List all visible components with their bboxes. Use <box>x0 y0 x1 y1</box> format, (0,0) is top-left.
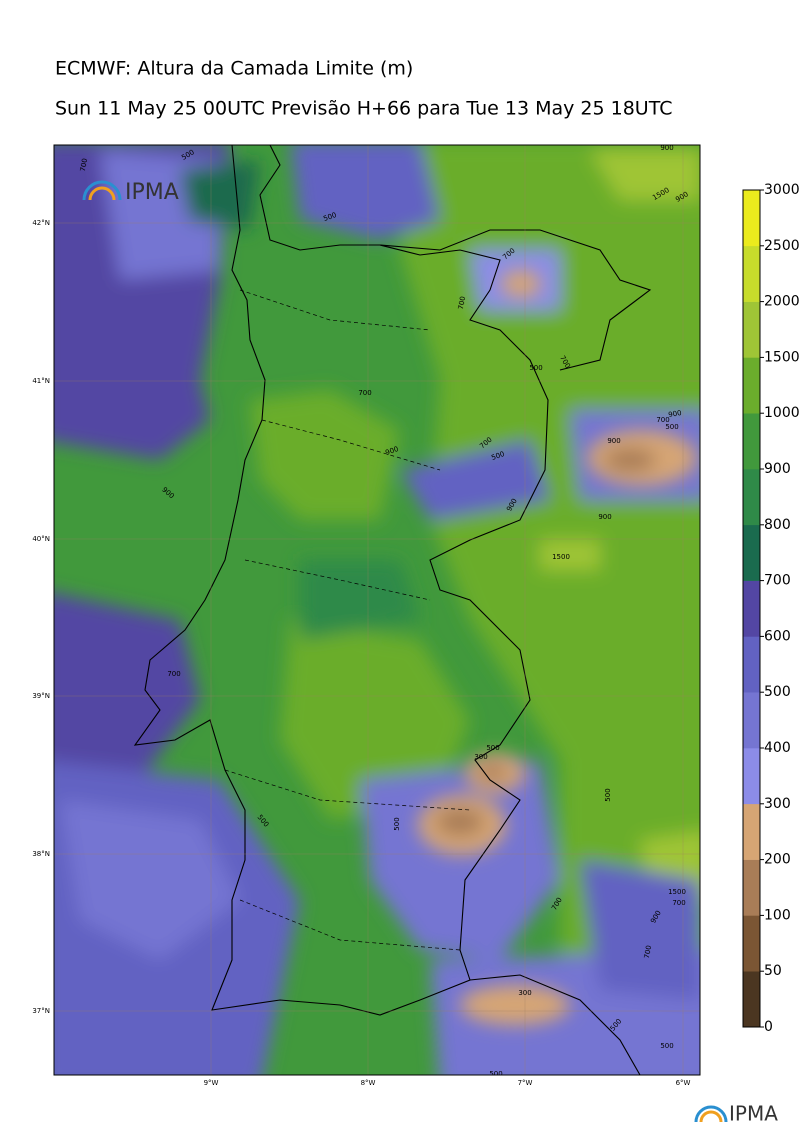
map-logo-text: IPMA <box>125 180 179 205</box>
contour-label: 500 <box>529 364 542 372</box>
axis-labels: 42°N 41°N 40°N 39°N 38°N 37°N 9°W 8°W 7°W 6°W <box>32 219 690 1087</box>
colorbar-segment <box>743 636 760 693</box>
colorbar-segment <box>743 413 760 470</box>
contour-label: 500 <box>660 1042 673 1050</box>
colorbar-label: 500 <box>764 684 791 700</box>
colorbar-segment <box>743 524 760 581</box>
graticule <box>54 145 700 1075</box>
colorbar-label: 200 <box>764 852 791 868</box>
contour-label: 500 <box>489 1070 502 1078</box>
contour-label: 700 <box>358 389 371 397</box>
colorbar-frame <box>742 189 761 1028</box>
colorbar-label: 1500 <box>764 349 800 365</box>
colorbar-label: 300 <box>764 796 791 812</box>
contour-label: 700 <box>457 296 467 311</box>
colorbar-label: 100 <box>764 907 791 923</box>
colorbar-label: 1000 <box>764 405 800 421</box>
colorbar-label: 2000 <box>764 294 800 310</box>
map-logo: IPMA <box>82 180 179 205</box>
contour-label: 900 <box>607 437 620 445</box>
colorbar-label: 600 <box>764 628 791 644</box>
colorbar-label: 800 <box>764 517 791 533</box>
colorbar-label: 50 <box>764 963 782 979</box>
lon-label: 7°W <box>518 1079 533 1087</box>
contour-label: 900 <box>660 144 673 152</box>
colorbar-label: 900 <box>764 461 791 477</box>
lon-label: 8°W <box>361 1079 376 1087</box>
map-frame <box>53 144 701 1076</box>
district-borders <box>224 289 471 951</box>
lat-label: 39°N <box>32 692 50 700</box>
lat-label: 41°N <box>32 377 50 385</box>
field <box>54 145 700 1075</box>
colorbar-segment <box>743 580 760 637</box>
colorbar-segment <box>743 692 760 749</box>
colorbar-label: 3000 <box>764 182 800 198</box>
contour-label: 300 <box>474 753 487 761</box>
lat-label: 40°N <box>32 535 50 543</box>
colorbar-segment <box>743 469 760 526</box>
contour-label: 700 <box>167 670 180 678</box>
coastline <box>133 145 549 1016</box>
contour-label: 500 <box>486 744 499 752</box>
contour-label: 1500 <box>668 888 686 896</box>
subtitle: Sun 11 May 25 00UTC Previsão H+66 para T… <box>55 98 672 120</box>
contour-label: 700 <box>672 899 685 907</box>
colorbar-segment <box>743 357 760 414</box>
colorbar-segment <box>743 859 760 916</box>
colorbar-label: 2500 <box>764 238 800 254</box>
footer-logo: IPMA <box>694 1102 778 1126</box>
contour-label: 700 <box>643 945 653 960</box>
contour-label: 500 <box>604 788 612 801</box>
colorbar-segment <box>743 190 760 247</box>
colorbar-segment <box>743 915 760 972</box>
colorbar-segment <box>743 971 760 1028</box>
colorbar-segment <box>743 748 760 805</box>
colorbar-label: 0 <box>764 1019 773 1035</box>
colorbar-segment <box>743 301 760 358</box>
contour-label: 300 <box>518 989 531 997</box>
colorbar-segment <box>743 803 760 860</box>
contour-label: 500 <box>665 423 678 431</box>
footer-logo-text: IPMA <box>729 1102 778 1126</box>
lon-label: 9°W <box>204 1079 219 1087</box>
lat-label: 42°N <box>32 219 50 227</box>
contour-label: 1500 <box>552 553 570 561</box>
colorbar-label: 700 <box>764 573 791 589</box>
colorbar-segment <box>743 245 760 302</box>
low-field <box>418 270 697 1025</box>
colorbar: 0 50 100 200 300 400 500 600 700 800 900 1000 1500 20… <box>742 182 800 1035</box>
title: ECMWF: Altura da Camada Limite (m) <box>55 58 413 80</box>
contour-label: 900 <box>668 409 683 419</box>
borders <box>379 229 652 1075</box>
lon-label: 6°W <box>676 1079 691 1087</box>
contour-label: 700 <box>656 416 669 424</box>
contour-label: 700 <box>79 158 89 173</box>
lat-label: 38°N <box>32 850 50 858</box>
contour-label: 500 <box>393 817 401 830</box>
lat-label: 37°N <box>32 1007 50 1015</box>
colorbar-label: 400 <box>764 740 791 756</box>
contour-label: 900 <box>598 513 611 521</box>
